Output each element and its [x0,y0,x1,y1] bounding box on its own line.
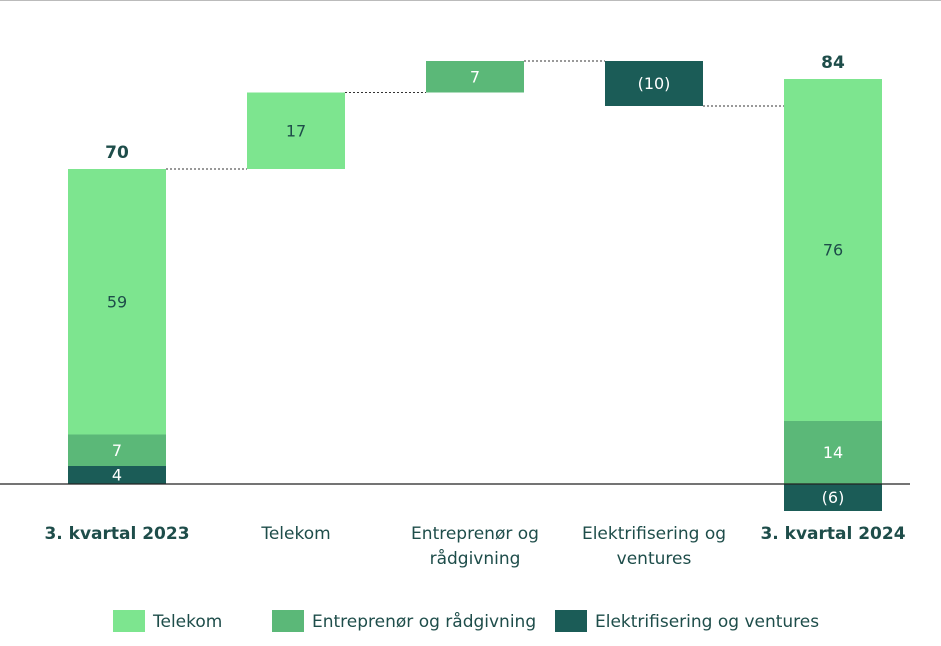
legend-swatch [272,610,304,632]
x-tick-label: Entreprenør og rådgivning [411,524,539,569]
bar-segment [426,61,524,93]
legend-label: Entreprenør og rådgivning [312,612,537,632]
legend-label: Elektrifisering og ventures [595,612,820,632]
data-label: 4 [112,466,122,485]
bar-segment [68,466,166,484]
total-label: 70 [105,143,129,163]
x-tick-label: Elektrifisering og ventures [581,524,727,569]
total-label: 84 [821,53,845,73]
data-label: 76 [823,241,843,260]
data-label: (10) [638,74,671,93]
legend-swatch [555,610,587,632]
data-label: 7 [112,441,122,460]
x-tick-label: 3. kvartal 2023 [44,524,190,544]
data-label: 7 [470,67,480,86]
x-tick-label: 3. kvartal 2024 [760,524,906,544]
bar-segment [605,61,703,106]
data-label: 14 [823,443,843,462]
bar-segment [784,421,882,484]
x-tick-label: Telekom [261,524,331,544]
data-label: 59 [107,292,127,311]
data-label: 17 [286,121,306,140]
legend-label: Telekom [153,612,223,632]
bar-segment [68,434,166,466]
bar-segment [784,79,882,421]
bar-segment [68,169,166,435]
data-label: (6) [822,488,845,507]
bar-segment [247,92,345,169]
bar-segment [784,484,882,511]
legend-swatch [113,610,145,632]
